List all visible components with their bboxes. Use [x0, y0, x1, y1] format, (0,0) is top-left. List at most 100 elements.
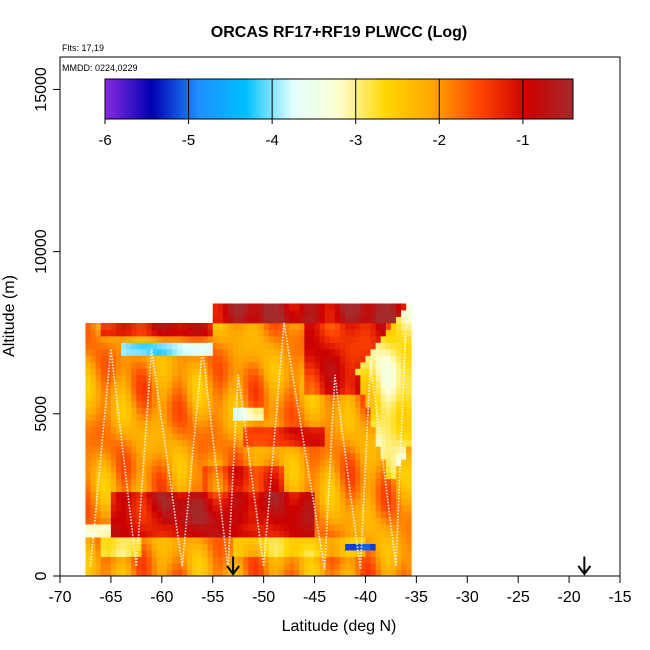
heatmap-cell	[273, 524, 280, 531]
heatmap-cell	[258, 355, 265, 363]
heatmap-cell	[319, 543, 326, 551]
heatmap-cell	[355, 316, 361, 324]
heatmap-cell	[110, 433, 117, 441]
heatmap-cell	[406, 517, 412, 525]
heatmap-cell	[177, 374, 183, 382]
heatmap-cell	[151, 498, 158, 506]
heatmap-cell	[243, 316, 249, 324]
heatmap-cell	[228, 485, 234, 493]
heatmap-cell	[370, 537, 377, 544]
heatmap-cell	[85, 407, 91, 415]
heatmap-cell	[90, 400, 97, 408]
heatmap-cell	[228, 491, 234, 499]
heatmap-cell	[375, 316, 382, 324]
heatmap-cell	[304, 530, 310, 538]
heatmap-cell	[228, 556, 234, 564]
heatmap-cell	[110, 322, 117, 330]
heatmap-cell	[406, 439, 412, 447]
heatmap-cell	[340, 426, 346, 434]
heatmap-cell	[238, 407, 244, 415]
heatmap-cell	[396, 374, 402, 382]
heatmap-cell	[222, 543, 229, 551]
heatmap-cell	[233, 517, 239, 525]
heatmap-cell	[319, 472, 326, 480]
heatmap-cell	[304, 368, 310, 376]
heatmap-cell	[177, 517, 183, 525]
heatmap-cell	[202, 329, 209, 337]
heatmap-cell	[375, 368, 382, 376]
heatmap-cell	[284, 446, 290, 454]
heatmap-cell	[212, 504, 219, 512]
heatmap-cell	[319, 400, 326, 408]
heatmap-cell	[278, 517, 285, 525]
heatmap-cell	[228, 316, 234, 324]
heatmap-cell	[116, 381, 122, 389]
heatmap-cell	[151, 459, 158, 467]
heatmap-cell	[350, 316, 356, 324]
heatmap-cell	[401, 511, 407, 519]
heatmap-cell	[243, 361, 249, 369]
heatmap-cell	[334, 329, 341, 337]
heatmap-cell	[202, 543, 209, 551]
heatmap-cell	[340, 316, 346, 324]
heatmap-cell	[396, 342, 402, 350]
heatmap-cell	[151, 524, 158, 531]
heatmap-cell	[401, 550, 407, 557]
heatmap-cell	[192, 387, 198, 395]
heatmap-cell	[278, 394, 285, 402]
heatmap-cell	[370, 504, 377, 512]
heatmap-cell	[217, 394, 224, 402]
heatmap-cell	[370, 491, 377, 499]
heatmap-cell	[268, 563, 275, 570]
heatmap-cell	[110, 348, 117, 356]
heatmap-cell	[151, 446, 158, 454]
heatmap-cell	[207, 426, 214, 434]
heatmap-cell	[105, 472, 112, 480]
heatmap-cell	[263, 504, 270, 512]
heatmap-cell	[289, 511, 295, 519]
heatmap-cell	[192, 361, 198, 369]
heatmap-cell	[334, 550, 341, 557]
heatmap-cell	[238, 355, 244, 363]
heatmap-cell	[401, 400, 407, 408]
heatmap-cell	[192, 400, 198, 408]
heatmap-cell	[329, 543, 336, 551]
heatmap-cell	[299, 355, 305, 363]
heatmap-cell	[309, 355, 315, 363]
arrow-layer	[226, 556, 592, 576]
heatmap-cell	[289, 556, 295, 564]
heatmap-cell	[309, 361, 315, 369]
heatmap-cell	[289, 420, 295, 428]
heatmap-cell	[324, 413, 331, 421]
heatmap-cell	[340, 374, 346, 382]
heatmap-cell	[248, 342, 254, 350]
heatmap-cell	[131, 374, 137, 382]
heatmap-cell	[365, 322, 371, 330]
heatmap-cell	[278, 498, 285, 506]
heatmap-cell	[263, 322, 270, 330]
heatmap-cell	[243, 413, 249, 421]
heatmap-cell	[253, 530, 259, 538]
heatmap-cell	[105, 329, 112, 337]
heatmap-cell	[182, 465, 188, 473]
heatmap-cell	[222, 530, 229, 538]
heatmap-cell	[299, 439, 305, 447]
heatmap-cell	[375, 446, 382, 454]
heatmap-cell	[217, 537, 224, 544]
heatmap-cell	[121, 498, 127, 506]
heatmap-cell	[390, 556, 397, 564]
heatmap-cell	[355, 420, 361, 428]
heatmap-cell	[396, 407, 402, 415]
heatmap-cell	[243, 556, 249, 564]
heatmap-cell	[233, 491, 239, 499]
heatmap-cell	[324, 381, 331, 389]
plot-frame	[59, 56, 621, 577]
heatmap-cell	[289, 478, 295, 486]
heatmap-cell	[141, 394, 147, 402]
heatmap-cell	[222, 426, 229, 434]
heatmap-cell	[273, 465, 280, 473]
heatmap-cell	[90, 368, 97, 376]
heatmap-cell	[273, 439, 280, 447]
heatmap-cell	[253, 478, 259, 486]
heatmap-cell	[375, 543, 382, 551]
